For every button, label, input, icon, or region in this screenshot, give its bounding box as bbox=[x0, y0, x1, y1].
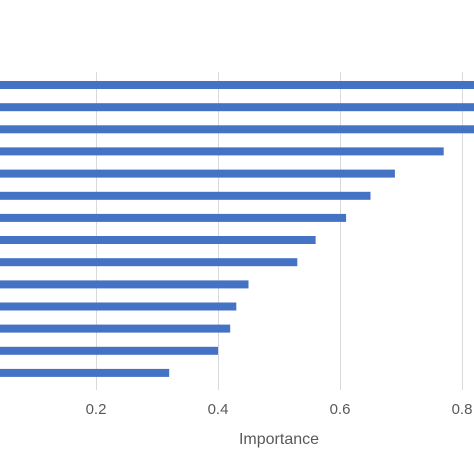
bar-10 bbox=[0, 280, 249, 289]
bar-2 bbox=[0, 103, 474, 112]
bar-4 bbox=[0, 147, 444, 156]
bar-11 bbox=[0, 302, 237, 311]
bar-13 bbox=[0, 346, 218, 355]
bar-3 bbox=[0, 125, 474, 134]
x-tick-label: 0.6 bbox=[330, 401, 351, 418]
bar-6 bbox=[0, 191, 371, 200]
x-axis-title: Importance bbox=[239, 431, 319, 448]
bar-9 bbox=[0, 258, 298, 267]
x-axis-ticks: 0.2 0.4 0.6 0.8 bbox=[86, 401, 473, 418]
x-tick-label: 0.2 bbox=[86, 401, 107, 418]
bar-8 bbox=[0, 236, 316, 244]
x-tick-label: 0.4 bbox=[208, 401, 229, 418]
bar-12 bbox=[0, 324, 231, 333]
x-tick-label: 0.8 bbox=[452, 401, 473, 418]
bar-5 bbox=[0, 169, 395, 178]
bar-7 bbox=[0, 213, 347, 222]
bars bbox=[0, 81, 474, 377]
bar-1 bbox=[0, 81, 474, 89]
bar-14 bbox=[0, 368, 170, 377]
gridlines bbox=[96, 72, 463, 390]
